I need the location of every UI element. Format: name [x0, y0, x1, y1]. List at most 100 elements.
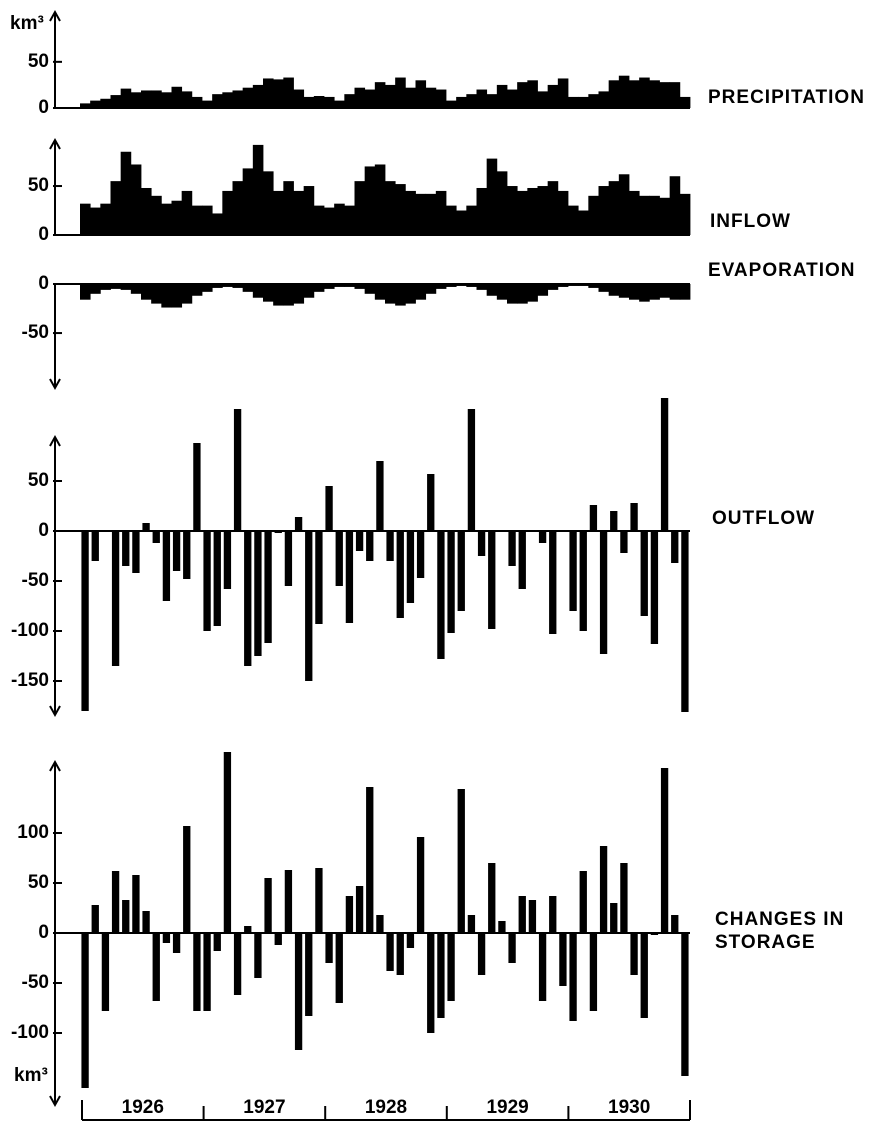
- bar: [80, 203, 91, 235]
- bar: [303, 96, 315, 108]
- bar: [528, 531, 537, 532]
- bar: [283, 181, 294, 235]
- bar: [578, 284, 589, 286]
- panel-label: INFLOW: [710, 211, 791, 232]
- bar: [639, 77, 650, 108]
- bar: [620, 863, 628, 933]
- bar: [629, 80, 640, 108]
- bar: [385, 84, 396, 108]
- bar: [81, 933, 89, 1088]
- bar: [518, 531, 526, 589]
- bar: [151, 195, 162, 235]
- bar: [589, 505, 598, 531]
- bar: [386, 531, 394, 561]
- bar: [578, 96, 589, 108]
- x-tick-label: 1930: [608, 1097, 650, 1118]
- bar: [528, 900, 537, 933]
- bar: [364, 284, 376, 294]
- bar: [203, 531, 211, 631]
- bar: [415, 284, 427, 300]
- bar: [273, 190, 284, 235]
- bar: [80, 103, 91, 108]
- bar: [679, 284, 691, 300]
- bar: [557, 284, 569, 287]
- bar: [313, 96, 325, 108]
- bar: [335, 531, 343, 586]
- bar: [100, 284, 111, 290]
- bar: [283, 77, 294, 108]
- bar: [334, 203, 345, 235]
- unit-label: km³: [14, 1065, 48, 1086]
- bar: [466, 94, 477, 108]
- bar: [538, 933, 547, 1001]
- bar: [91, 531, 99, 561]
- bar: [110, 181, 122, 235]
- bar: [395, 77, 406, 108]
- bar: [203, 933, 211, 1011]
- bar: [90, 284, 101, 294]
- bar: [374, 82, 386, 108]
- bar: [425, 87, 437, 108]
- bar: [222, 284, 233, 287]
- bar: [364, 166, 376, 235]
- bar: [202, 100, 213, 108]
- panel-label: PRECIPITATION: [708, 87, 865, 108]
- bar: [141, 90, 152, 108]
- bar: [679, 193, 691, 235]
- bar: [90, 207, 101, 235]
- bar: [142, 523, 150, 531]
- bar: [630, 933, 638, 975]
- panel-label: EVAPORATION: [708, 260, 856, 281]
- arrow: [49, 9, 61, 22]
- bar: [415, 193, 427, 235]
- bar: [376, 915, 384, 933]
- bar: [395, 284, 406, 306]
- bar: [610, 511, 618, 531]
- bar: [639, 284, 650, 302]
- bar: [213, 933, 221, 951]
- y-tick-label: 0: [38, 520, 49, 541]
- bar: [396, 933, 404, 975]
- bar: [111, 531, 120, 666]
- bar: [435, 190, 447, 235]
- bar: [293, 89, 305, 108]
- bar: [132, 531, 140, 573]
- bar: [273, 284, 284, 306]
- bar: [303, 284, 315, 298]
- bar: [679, 96, 691, 108]
- bar: [191, 205, 203, 235]
- bar: [599, 531, 608, 654]
- bar: [100, 203, 111, 235]
- bar: [344, 94, 355, 108]
- bar: [130, 92, 142, 108]
- bar: [669, 284, 681, 300]
- arrow: [49, 1095, 61, 1108]
- bar: [334, 284, 345, 287]
- bar: [517, 190, 528, 235]
- bar: [171, 200, 183, 235]
- bar: [467, 409, 476, 531]
- bar: [202, 205, 213, 235]
- bar: [681, 933, 689, 1076]
- bar: [588, 94, 599, 108]
- bar: [437, 933, 445, 1018]
- bar: [415, 80, 427, 108]
- bar: [405, 87, 416, 108]
- bar: [334, 100, 345, 108]
- bar: [130, 164, 142, 235]
- bar: [354, 181, 366, 235]
- bar: [212, 213, 223, 235]
- bar: [538, 531, 547, 543]
- bar: [274, 531, 282, 533]
- bar: [244, 531, 252, 666]
- panel-label: OUTFLOW: [712, 508, 816, 529]
- bar: [496, 284, 508, 300]
- bar: [508, 531, 516, 566]
- bar: [557, 78, 569, 108]
- bar: [476, 187, 488, 235]
- bar: [191, 96, 203, 108]
- y-tick-label: 0: [38, 273, 49, 294]
- bar: [355, 531, 364, 551]
- bar: [315, 531, 323, 624]
- bar: [425, 193, 437, 235]
